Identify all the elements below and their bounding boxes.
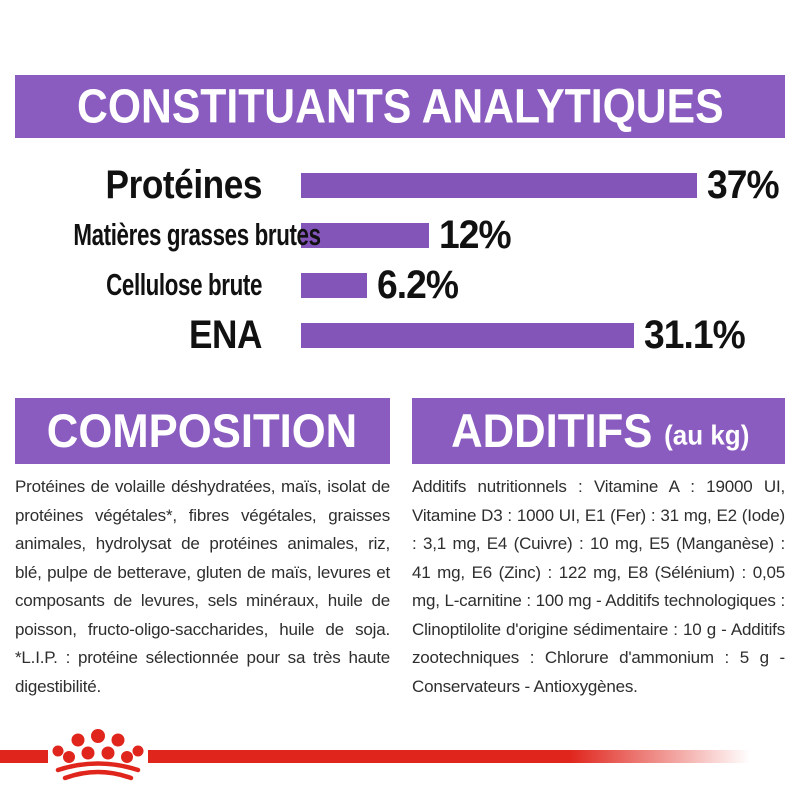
- chart-value-label: 31.1%: [643, 312, 746, 357]
- chart-category-label: Protéines: [105, 162, 263, 207]
- chart-bar: [301, 272, 368, 298]
- royal-canin-crown-logo: [52, 729, 144, 781]
- additives-title-suffix: (au kg): [664, 418, 750, 451]
- composition-text: Protéines de volaille déshydratées, maïs…: [15, 477, 390, 696]
- composition-section: COMPOSITION Protéines de volaille déshyd…: [15, 398, 390, 701]
- composition-title: COMPOSITION: [47, 403, 358, 458]
- chart-row-ena: ENA 31.1%: [0, 310, 790, 360]
- chart-value-label: 37%: [707, 162, 780, 207]
- additives-banner: ADDITIFS (au kg): [412, 398, 785, 464]
- chart-category-label: Cellulose brute: [106, 267, 263, 302]
- analytical-constituents-banner: CONSTITUANTS ANALYTIQUES: [15, 75, 785, 138]
- chart-row-cellulose: Cellulose brute 6.2%: [0, 260, 790, 310]
- additives-title: ADDITIFS: [450, 403, 653, 458]
- footer-red-band-right: [148, 750, 750, 763]
- analytical-constituents-chart: Protéines 37% Matières grasses brutes 12…: [0, 160, 790, 360]
- chart-value-label: 12%: [439, 212, 512, 257]
- chart-category-label: Matières grasses brutes: [73, 217, 321, 252]
- chart-row-matieres-grasses: Matières grasses brutes 12%: [0, 210, 790, 260]
- chart-bar: [301, 322, 634, 348]
- composition-banner: COMPOSITION: [15, 398, 390, 464]
- analytical-constituents-title: CONSTITUANTS ANALYTIQUES: [76, 79, 724, 133]
- additives-text: Additifs nutritionnels : Vitamine A : 19…: [412, 477, 785, 696]
- additives-section: ADDITIFS (au kg) Additifs nutritionnels …: [412, 398, 785, 701]
- chart-row-proteines: Protéines 37%: [0, 160, 790, 210]
- chart-bar: [301, 222, 430, 248]
- footer-red-band-left: [0, 750, 48, 763]
- chart-category-label: ENA: [189, 312, 262, 357]
- chart-bar: [301, 172, 697, 198]
- chart-value-label: 6.2%: [377, 262, 459, 307]
